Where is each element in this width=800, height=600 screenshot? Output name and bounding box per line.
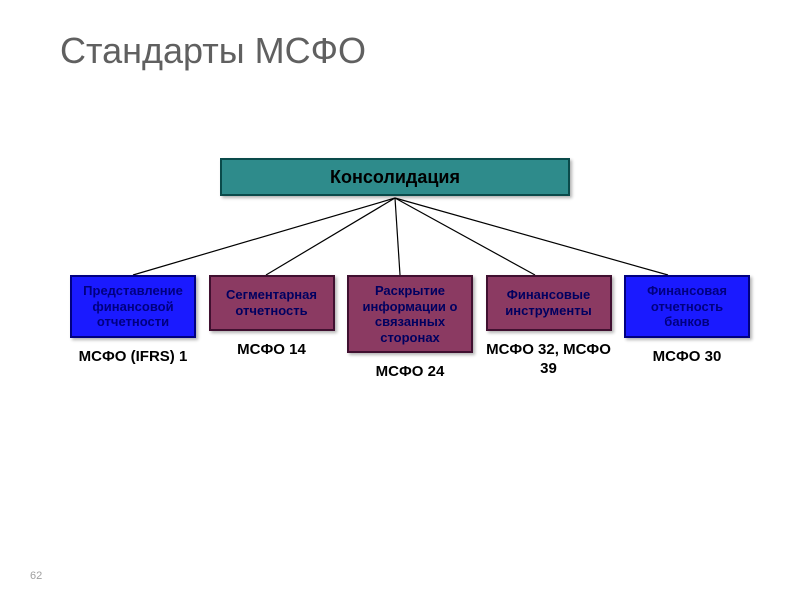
child-node-box: Сегментарная отчетность xyxy=(209,275,335,331)
child-node-caption: МСФО 14 xyxy=(237,341,306,360)
child-node-caption: МСФО (IFRS) 1 xyxy=(79,348,188,367)
child-node-box: Раскрытие информации о связанных сторона… xyxy=(347,275,473,353)
child-node: Сегментарная отчетность МСФО 14 xyxy=(209,275,335,360)
child-node-box: Финансовые инструменты xyxy=(486,275,612,331)
child-node: Представление финансовой отчетности МСФО … xyxy=(70,275,196,367)
main-node-label: Консолидация xyxy=(330,167,460,188)
main-node: Консолидация xyxy=(220,158,570,196)
child-node: Финансовая отчетность банков МСФО 30 xyxy=(624,275,750,367)
child-node-box: Представление финансовой отчетности xyxy=(70,275,196,338)
child-node-caption: МСФО 30 xyxy=(653,348,722,367)
child-node-caption: МСФО 24 xyxy=(376,363,445,382)
child-node-box: Финансовая отчетность банков xyxy=(624,275,750,338)
child-node: Раскрытие информации о связанных сторона… xyxy=(347,275,473,382)
children-row: Представление финансовой отчетности МСФО … xyxy=(70,275,750,382)
child-node-caption: МСФО 32, МСФО 39 xyxy=(486,341,612,379)
child-node: Финансовые инструменты МСФО 32, МСФО 39 xyxy=(486,275,612,379)
slide-title: Стандарты МСФО xyxy=(60,30,366,72)
page-number: 62 xyxy=(30,570,42,582)
